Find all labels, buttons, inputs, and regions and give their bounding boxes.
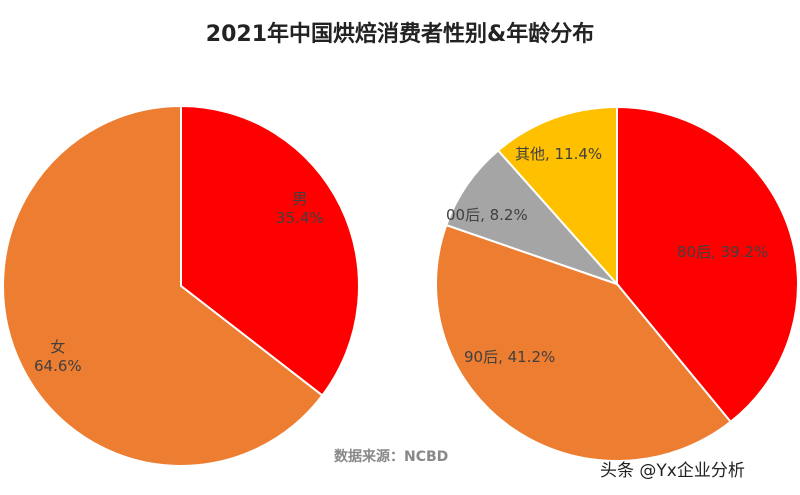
pie-slice-男 xyxy=(180,104,360,397)
pie-slice-90后 xyxy=(435,223,733,462)
slice-label-female: 女 64.6% xyxy=(34,338,82,376)
data-source: 数据来源：NCBD xyxy=(334,449,449,465)
pie-slice-其他 xyxy=(496,105,618,287)
slice-label-90s: 90后, 41.2% xyxy=(464,348,556,366)
slice-label-00s: 00后, 8.2% xyxy=(446,206,528,224)
slice-label-male-value: 35.4% xyxy=(276,209,324,227)
slice-label-female-name: 女 xyxy=(50,338,66,356)
pie-slice-女 xyxy=(2,104,324,467)
pie-slice-80后 xyxy=(616,105,799,424)
slice-label-female-value: 64.6% xyxy=(34,357,82,375)
slice-label-80s: 80后, 39.2% xyxy=(677,243,769,261)
slice-label-other: 其他, 11.4% xyxy=(515,145,603,163)
chart-title: 2021年中国烘焙消费者性别&年龄分布 xyxy=(205,22,595,47)
slice-label-male-name: 男 xyxy=(292,190,308,208)
pie-slice-00后 xyxy=(445,149,621,287)
watermark: 头条 @Yx企业分析 xyxy=(600,461,745,481)
slice-label-male: 男 35.4% xyxy=(276,190,324,228)
